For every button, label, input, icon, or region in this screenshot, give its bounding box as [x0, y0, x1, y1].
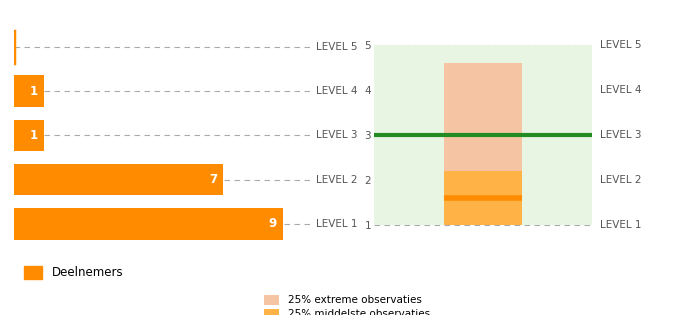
Text: 1: 1	[29, 85, 37, 98]
Text: 9: 9	[269, 217, 277, 230]
Bar	[14, 120, 44, 151]
Text: LEVEL 5: LEVEL 5	[316, 42, 357, 52]
Bar	[14, 208, 283, 239]
Bar	[374, 45, 592, 226]
Text: LEVEL 5: LEVEL 5	[600, 40, 642, 50]
Text: LEVEL 1: LEVEL 1	[600, 220, 642, 231]
Bar	[443, 63, 522, 226]
Text: LEVEL 3: LEVEL 3	[316, 130, 357, 140]
Text: 1: 1	[29, 129, 37, 142]
Text: LEVEL 4: LEVEL 4	[316, 86, 357, 96]
Text: LEVEL 1: LEVEL 1	[316, 219, 357, 229]
Text: LEVEL 2: LEVEL 2	[600, 175, 642, 186]
Legend: Deelnemers: Deelnemers	[20, 261, 128, 284]
Bar	[14, 164, 223, 195]
Text: 7: 7	[209, 173, 217, 186]
Text: LEVEL 3: LEVEL 3	[600, 130, 642, 140]
Legend: 25% extreme observaties, 25% middelste observaties, Mediaan van deelnemers, Base: 25% extreme observaties, 25% middelste o…	[260, 291, 434, 315]
Text: LEVEL 4: LEVEL 4	[600, 85, 642, 95]
Text: LEVEL 2: LEVEL 2	[316, 175, 357, 185]
Bar	[443, 171, 522, 226]
Bar	[14, 76, 44, 107]
